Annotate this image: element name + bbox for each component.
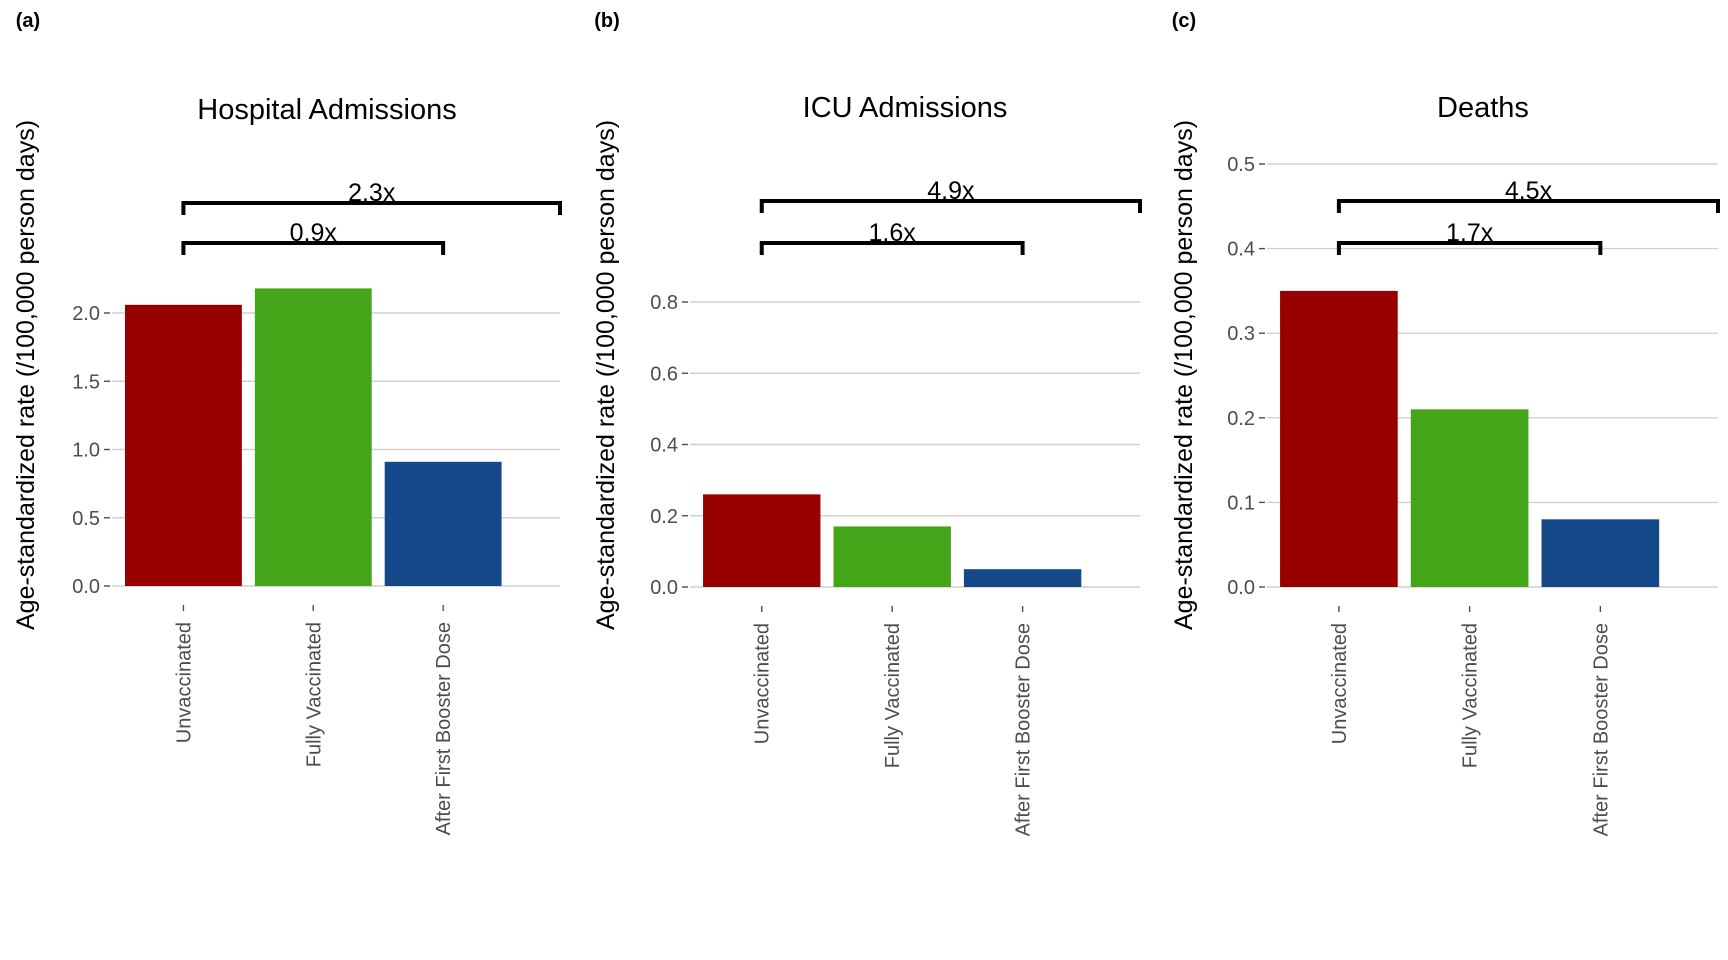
y-tick-label: 2.0 [72, 303, 100, 325]
x-tick-label: Fully Vaccinated [882, 623, 904, 768]
y-tick-label: 0.2 [1227, 408, 1255, 430]
y-tick-label: 0.2 [650, 506, 678, 528]
comparison-bracket [759, 241, 1025, 255]
y-tick-label: 0.5 [72, 508, 100, 530]
bar-after-first-booster-dose [384, 461, 502, 586]
y-tick-label: 0.0 [650, 577, 678, 599]
comparison-bracket [759, 199, 1142, 213]
panel-deaths: (c) Deaths Age-standardized rate (/100,000… [1170, 10, 1720, 836]
y-tick-label: 0.0 [1227, 577, 1255, 599]
bar-unvaccinated [124, 304, 242, 586]
y-tick-label: 0.6 [650, 363, 678, 385]
y-axis-label: Age-standardized rate (/100,000 person d… [12, 120, 40, 630]
x-tick-label: Unvaccinated [173, 622, 195, 743]
x-tick-label: Fully Vaccinated [303, 622, 325, 767]
x-tick-label: After First Booster Dose [1013, 623, 1035, 836]
bar-unvaccinated [703, 494, 821, 587]
bar-unvaccinated [1280, 290, 1398, 587]
panel-title: ICU Admissions [803, 92, 1008, 124]
bar-fully-vaccinated [833, 526, 951, 587]
y-tick-label: 1.0 [72, 440, 100, 462]
y-axis-label: Age-standardized rate (/100,000 person d… [1170, 120, 1198, 630]
x-tick-label: After First Booster Dose [433, 622, 455, 835]
panel-label: (a) [16, 10, 40, 32]
panel-hospital-admissions: (a) Hospital Admissions Age-standardized r… [12, 10, 562, 835]
ratio-label: 1.6x [869, 219, 917, 247]
bar-fully-vaccinated [254, 288, 372, 586]
y-tick-label: 0.8 [650, 292, 678, 314]
x-tick-label: Unvaccinated [1329, 623, 1351, 744]
y-axis-label: Age-standardized rate (/100,000 person d… [592, 120, 620, 630]
panel-title: Hospital Admissions [197, 94, 457, 126]
panel-label: (c) [1172, 10, 1196, 32]
y-tick-label: 0.4 [1227, 239, 1255, 261]
ratio-label: 0.9x [290, 219, 338, 247]
x-tick-label: Fully Vaccinated [1460, 623, 1482, 768]
y-tick-label: 0.1 [1227, 492, 1255, 514]
x-tick-label: After First Booster Dose [1590, 623, 1612, 836]
ratio-label: 4.5x [1505, 177, 1553, 205]
x-tick-label: Unvaccinated [752, 623, 774, 744]
y-tick-label: 0.3 [1227, 323, 1255, 345]
y-tick-label: 0.5 [1227, 154, 1255, 176]
bar-after-first-booster-dose [1541, 519, 1660, 587]
panel-label: (b) [594, 10, 620, 32]
bar-after-first-booster-dose [963, 569, 1082, 587]
panel-icu-admissions: (b) ICU Admissions Age-standardized rate (… [592, 10, 1142, 836]
bar-fully-vaccinated [1410, 409, 1529, 587]
comparison-bracket [181, 201, 562, 215]
comparison-bracket [1336, 199, 1720, 213]
comparison-bracket [181, 241, 446, 255]
y-tick-label: 0.0 [72, 576, 100, 598]
y-tick-label: 0.4 [650, 435, 678, 457]
comparison-bracket [1336, 241, 1603, 255]
ratio-label: 2.3x [348, 179, 396, 207]
ratio-label: 1.7x [1446, 219, 1494, 247]
panel-title: Deaths [1437, 92, 1529, 124]
y-tick-label: 1.5 [72, 371, 100, 393]
ratio-label: 4.9x [927, 177, 975, 205]
